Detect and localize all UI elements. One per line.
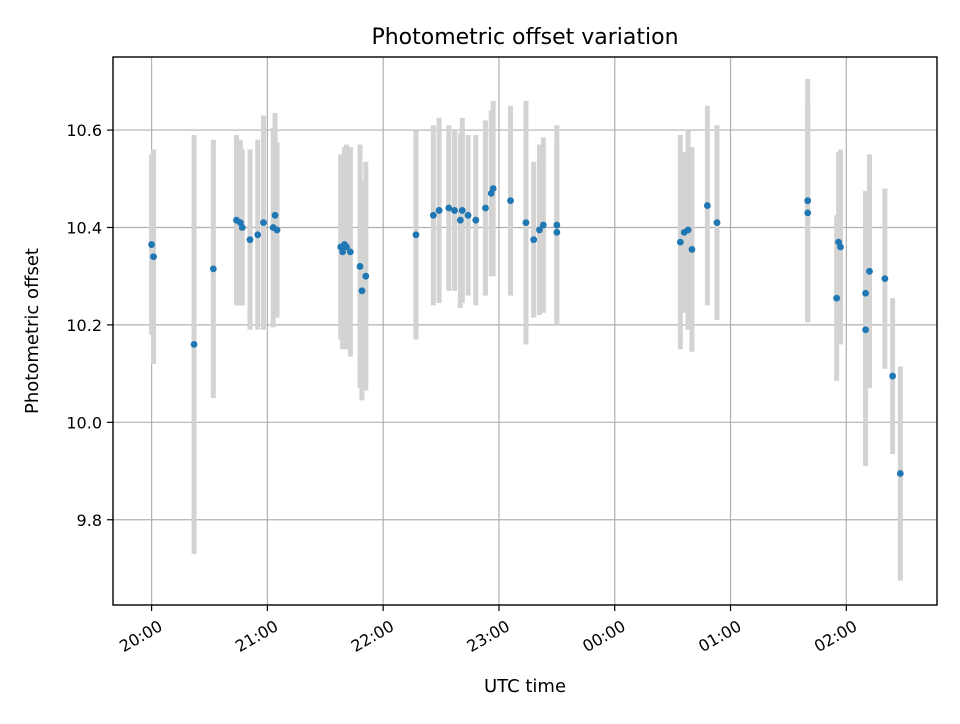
data-point bbox=[271, 211, 279, 219]
data-point bbox=[489, 185, 497, 192]
data-point bbox=[553, 221, 561, 229]
chart-title: Photometric offset variation bbox=[371, 25, 678, 50]
y-tick-label: 10.6 bbox=[66, 121, 102, 140]
data-point bbox=[833, 294, 841, 302]
data-point bbox=[539, 221, 547, 229]
data-point bbox=[522, 219, 530, 227]
data-point bbox=[676, 238, 684, 246]
data-point bbox=[451, 207, 458, 214]
data-point bbox=[866, 267, 873, 275]
data-point bbox=[536, 226, 543, 234]
data-point bbox=[343, 243, 350, 251]
data-point bbox=[260, 219, 267, 227]
data-point bbox=[238, 224, 246, 231]
data-point bbox=[362, 272, 370, 280]
data-point bbox=[148, 241, 155, 248]
data-point bbox=[254, 231, 262, 239]
data-point bbox=[150, 253, 157, 261]
data-point bbox=[273, 226, 281, 234]
data-point bbox=[688, 246, 696, 253]
data-point bbox=[412, 231, 420, 239]
data-point bbox=[553, 228, 561, 236]
data-point bbox=[482, 204, 489, 212]
x-tick-label: 21:00 bbox=[232, 616, 281, 656]
y-tick-label: 10.2 bbox=[66, 316, 102, 335]
data-point bbox=[456, 216, 464, 224]
plot-frame bbox=[112, 56, 938, 606]
data-point bbox=[837, 243, 844, 251]
data-point bbox=[190, 340, 198, 348]
y-tick-label: 9.8 bbox=[77, 511, 102, 530]
data-point bbox=[246, 236, 254, 244]
data-point bbox=[507, 197, 514, 205]
x-tick-label: 23:00 bbox=[464, 616, 513, 656]
data-point bbox=[804, 197, 812, 205]
data-point bbox=[209, 265, 217, 273]
x-tick-label: 00:00 bbox=[579, 616, 628, 656]
x-tick-label: 22:00 bbox=[348, 616, 397, 656]
data-point bbox=[339, 248, 347, 256]
data-point bbox=[356, 263, 364, 270]
data-point bbox=[429, 211, 437, 219]
x-tick-label: 02:00 bbox=[811, 616, 860, 656]
x-tick-label: 20:00 bbox=[116, 616, 165, 656]
data-point bbox=[530, 236, 538, 244]
x-axis-label: UTC time bbox=[484, 676, 566, 697]
data-point bbox=[804, 209, 812, 217]
data-point bbox=[472, 216, 480, 224]
data-point bbox=[458, 207, 466, 214]
data-point bbox=[862, 289, 869, 297]
error-bars bbox=[149, 78, 903, 581]
y-tick-label: 10.4 bbox=[66, 218, 102, 237]
data-point bbox=[896, 470, 904, 477]
y-axis-label: Photometric offset bbox=[22, 248, 43, 414]
data-points bbox=[148, 185, 904, 477]
data-point bbox=[713, 219, 721, 227]
data-point bbox=[862, 326, 869, 334]
data-point bbox=[889, 372, 897, 380]
data-point bbox=[464, 211, 472, 219]
data-point bbox=[346, 248, 354, 256]
data-point bbox=[435, 207, 443, 214]
data-point bbox=[684, 226, 692, 234]
data-point bbox=[445, 204, 453, 212]
data-point bbox=[703, 202, 711, 209]
data-point bbox=[881, 275, 889, 283]
data-point bbox=[358, 287, 366, 295]
x-tick-label: 01:00 bbox=[695, 616, 744, 656]
y-tick-label: 10.0 bbox=[66, 413, 102, 432]
